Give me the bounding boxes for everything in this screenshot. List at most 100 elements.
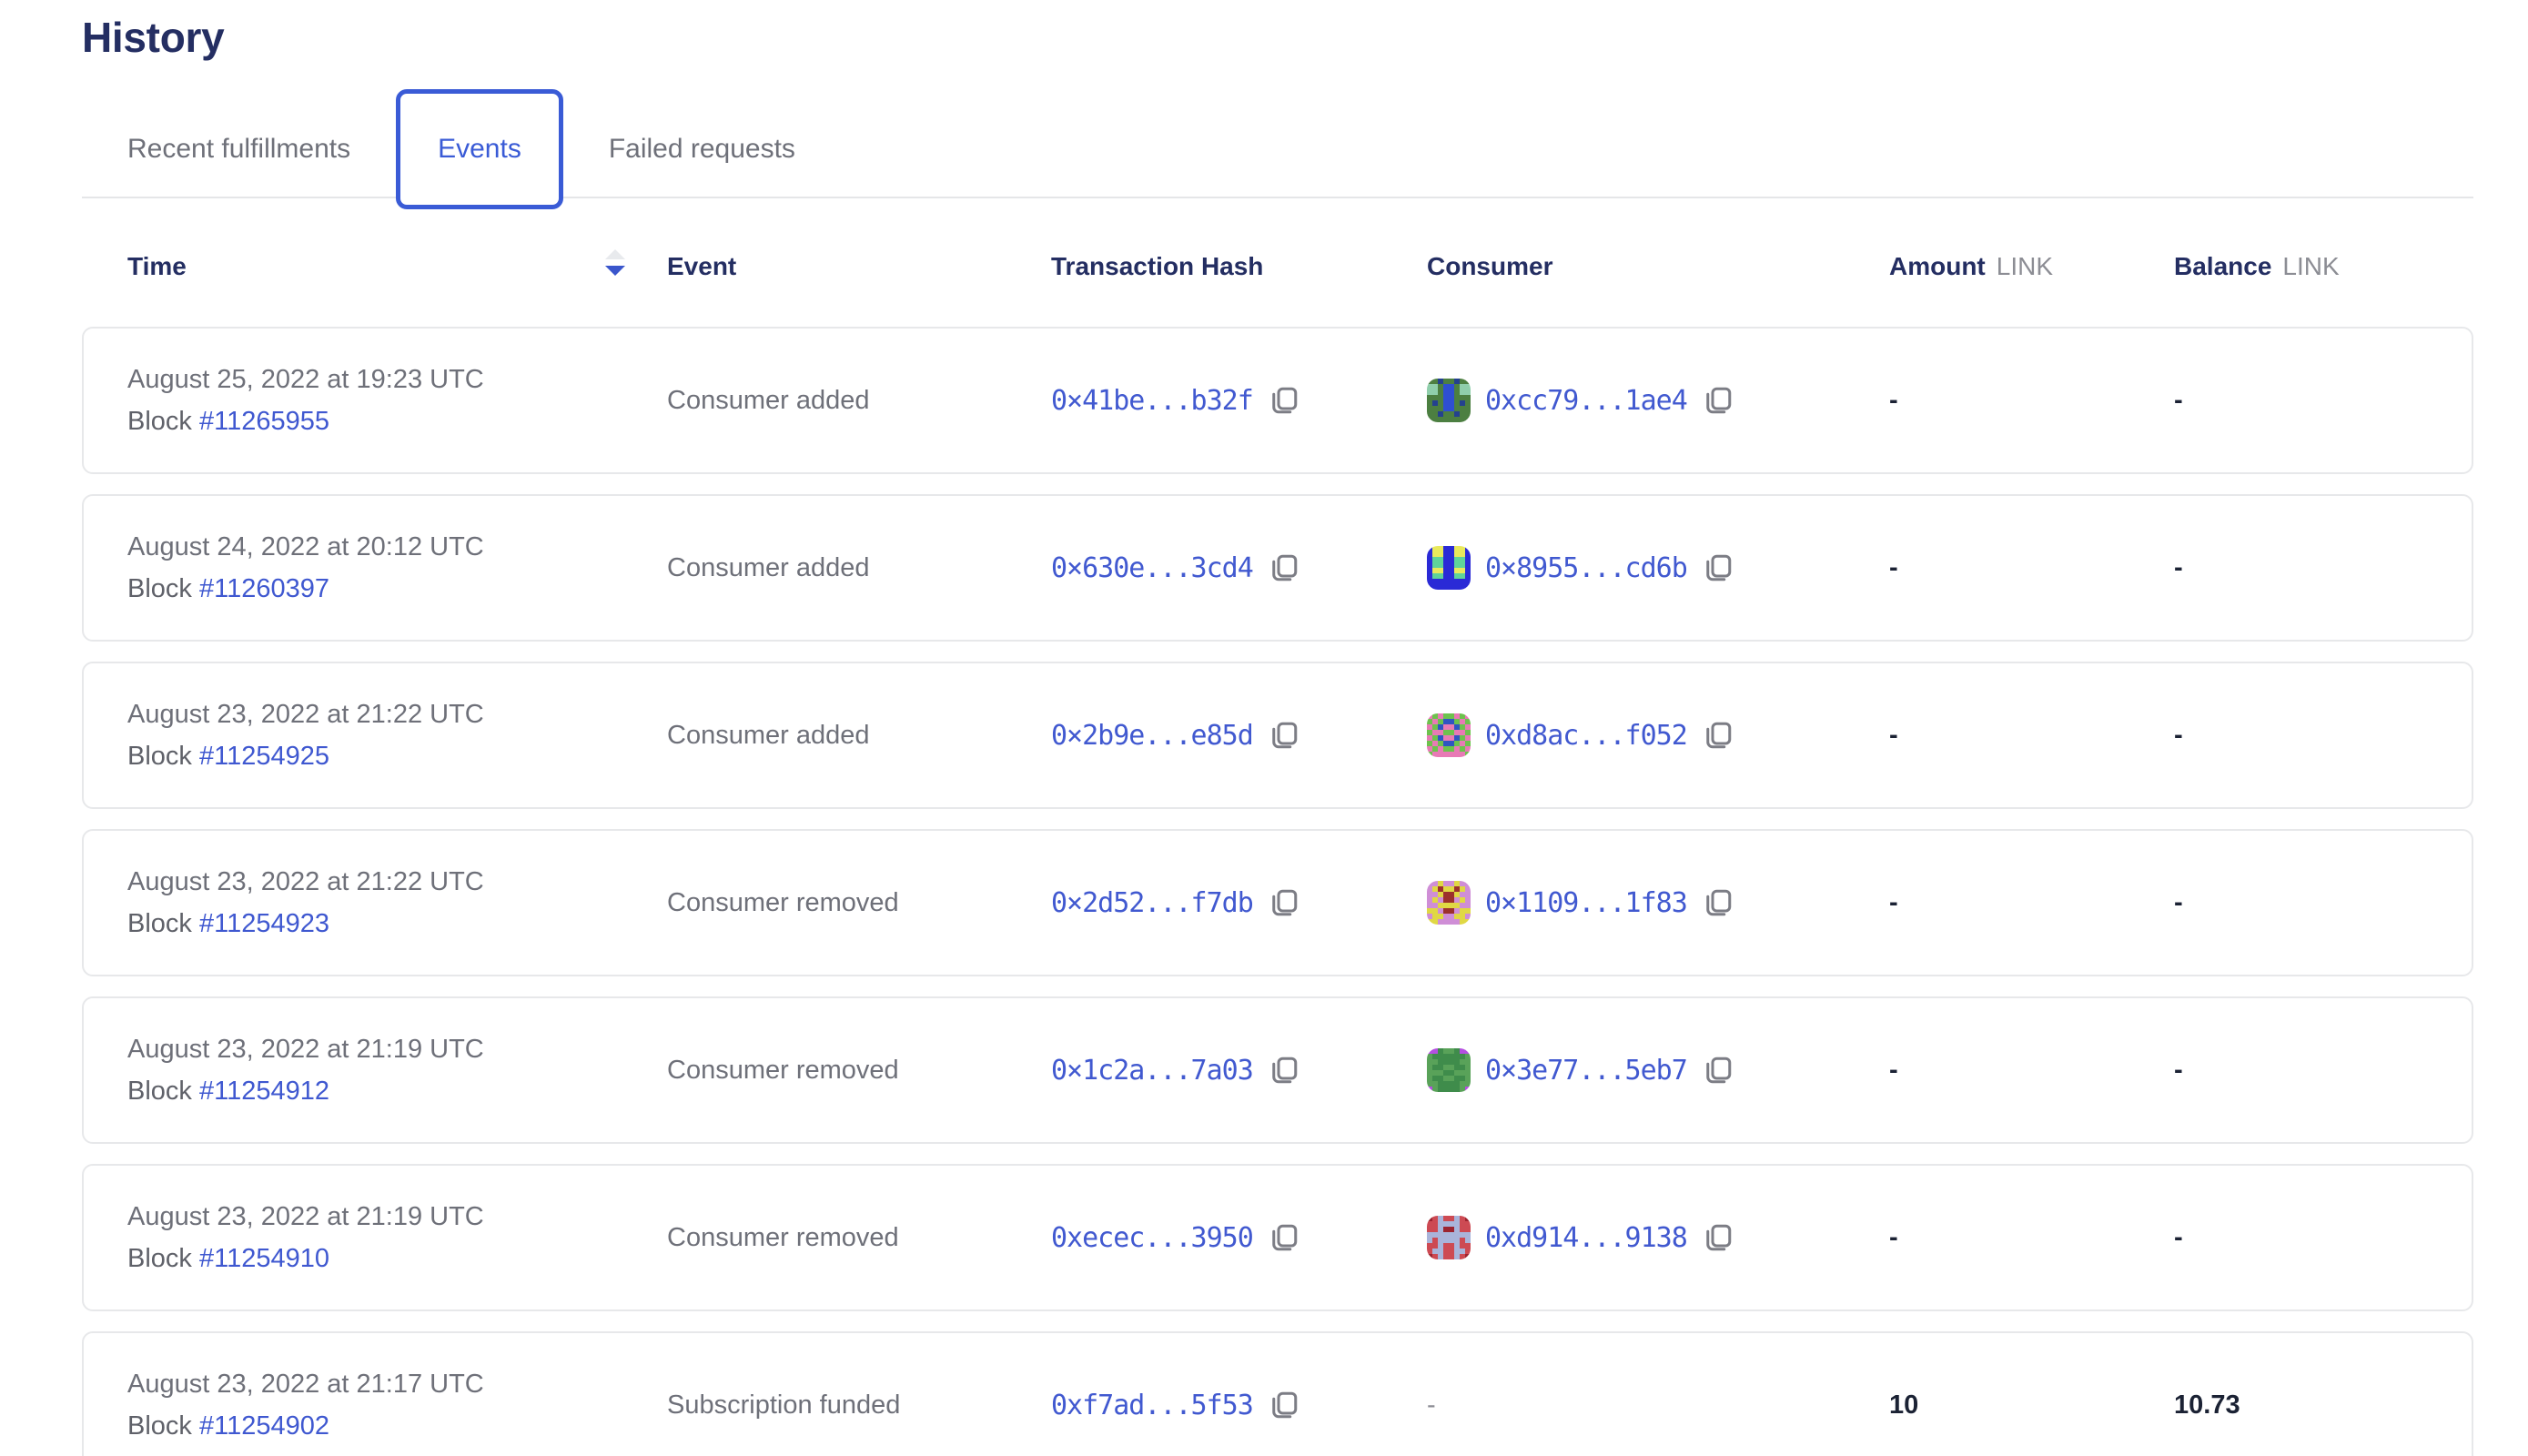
copy-consumer-address-icon[interactable]	[1702, 719, 1734, 752]
transaction-hash-cell: 0xecec...3950	[1051, 1221, 1427, 1254]
event-timestamp: August 23, 2022 at 21:19 UTC	[127, 1035, 484, 1064]
block-line: Block #11265955	[127, 406, 667, 437]
copy-transaction-hash-icon[interactable]	[1268, 384, 1300, 417]
block-number-link[interactable]: #11265955	[198, 407, 329, 436]
consumer-address-link[interactable]: 0×3e77...5eb7	[1485, 1054, 1688, 1087]
amount-value: -	[1889, 720, 1898, 750]
block-label: Block	[127, 1411, 192, 1441]
column-header-amount: Amount LINK	[1889, 251, 2054, 280]
transaction-hash-cell: 0×2b9e...e85d	[1051, 719, 1427, 752]
amount-unit-label: LINK	[1996, 251, 2054, 280]
block-number-link[interactable]: #11254902	[198, 1411, 329, 1441]
consumer-identicon	[1427, 379, 1471, 422]
copy-transaction-hash-icon[interactable]	[1268, 886, 1300, 919]
copy-consumer-address-icon[interactable]	[1702, 1054, 1734, 1087]
block-label: Block	[127, 742, 192, 771]
amount-value: -	[1889, 385, 1898, 415]
column-header-time[interactable]: Time	[127, 248, 667, 285]
consumer-address-link[interactable]: 0xd914...9138	[1485, 1221, 1688, 1254]
time-cell: August 23, 2022 at 21:17 UTC Block #1125…	[127, 1369, 667, 1441]
event-type: Consumer removed	[667, 1055, 899, 1085]
balance-unit-label: LINK	[2282, 251, 2340, 280]
time-cell: August 25, 2022 at 19:23 UTC Block #1126…	[127, 364, 667, 437]
event-timestamp: August 23, 2022 at 21:22 UTC	[127, 867, 484, 896]
block-line: Block #11254902	[127, 1410, 667, 1441]
column-header-consumer: Consumer	[1427, 251, 1553, 280]
consumer-address-link[interactable]: 0xcc79...1ae4	[1485, 384, 1688, 417]
event-row: August 23, 2022 at 21:19 UTC Block #1125…	[82, 996, 2473, 1144]
block-label: Block	[127, 574, 192, 603]
tab-recent-fulfillments[interactable]: Recent fulfillments	[127, 134, 351, 164]
event-row: August 23, 2022 at 21:22 UTC Block #1125…	[82, 662, 2473, 809]
event-row: August 25, 2022 at 19:23 UTC Block #1126…	[82, 327, 2473, 474]
transaction-hash-cell: 0×41be...b32f	[1051, 384, 1427, 417]
column-header-event: Event	[667, 251, 737, 280]
event-type: Consumer added	[667, 552, 870, 582]
consumer-cell: 0xd914...9138	[1427, 1216, 1889, 1259]
transaction-hash-link[interactable]: 0×630e...3cd4	[1051, 551, 1254, 584]
block-label: Block	[127, 909, 192, 938]
column-header-balance: Balance LINK	[2174, 251, 2340, 280]
time-cell: August 23, 2022 at 21:19 UTC Block #1125…	[127, 1201, 667, 1274]
copy-transaction-hash-icon[interactable]	[1268, 1389, 1300, 1421]
consumer-address-link[interactable]: 0×8955...cd6b	[1485, 551, 1688, 584]
transaction-hash-link[interactable]: 0×1c2a...7a03	[1051, 1054, 1254, 1087]
copy-consumer-address-icon[interactable]	[1702, 384, 1734, 417]
block-number-link[interactable]: #11254925	[198, 742, 329, 771]
tab-failed-requests[interactable]: Failed requests	[608, 134, 795, 164]
consumer-identicon	[1427, 713, 1471, 757]
balance-value: -	[2174, 385, 2183, 415]
consumer-address-link[interactable]: 0xd8ac...f052	[1485, 719, 1688, 752]
consumer-cell: 0xcc79...1ae4	[1427, 379, 1889, 422]
time-cell: August 23, 2022 at 21:22 UTC Block #1125…	[127, 699, 667, 772]
event-timestamp: August 23, 2022 at 21:17 UTC	[127, 1370, 484, 1399]
event-type: Consumer added	[667, 720, 870, 750]
event-row: August 24, 2022 at 20:12 UTC Block #1126…	[82, 494, 2473, 642]
event-row: August 23, 2022 at 21:22 UTC Block #1125…	[82, 829, 2473, 976]
transaction-hash-link[interactable]: 0×2d52...f7db	[1051, 886, 1254, 919]
tab-events[interactable]: Events	[396, 89, 563, 209]
time-cell: August 23, 2022 at 21:19 UTC Block #1125…	[127, 1034, 667, 1107]
block-label: Block	[127, 407, 192, 436]
block-number-link[interactable]: #11254910	[198, 1244, 329, 1273]
event-row: August 23, 2022 at 21:17 UTC Block #1125…	[82, 1331, 2473, 1456]
copy-consumer-address-icon[interactable]	[1702, 551, 1734, 584]
copy-consumer-address-icon[interactable]	[1702, 886, 1734, 919]
consumer-identicon	[1427, 1216, 1471, 1259]
page-title: History	[82, 14, 225, 61]
time-cell: August 23, 2022 at 21:22 UTC Block #1125…	[127, 866, 667, 939]
consumer-cell: 0×3e77...5eb7	[1427, 1048, 1889, 1092]
sort-descending-icon[interactable]	[603, 248, 627, 285]
balance-value: -	[2174, 887, 2183, 917]
transaction-hash-link[interactable]: 0xf7ad...5f53	[1051, 1389, 1254, 1421]
consumer-cell: -	[1427, 1390, 1889, 1421]
amount-value: -	[1889, 1055, 1898, 1085]
copy-transaction-hash-icon[interactable]	[1268, 1221, 1300, 1254]
copy-transaction-hash-icon[interactable]	[1268, 719, 1300, 752]
time-cell: August 24, 2022 at 20:12 UTC Block #1126…	[127, 531, 667, 604]
tab-bar-divider	[82, 197, 2473, 198]
consumer-cell: 0xd8ac...f052	[1427, 713, 1889, 757]
block-number-link[interactable]: #11254912	[198, 1077, 329, 1106]
consumer-address-link: -	[1427, 1390, 1436, 1420]
block-line: Block #11254925	[127, 741, 667, 772]
block-number-link[interactable]: #11254923	[198, 909, 329, 938]
balance-value: -	[2174, 552, 2183, 582]
transaction-hash-link[interactable]: 0×2b9e...e85d	[1051, 719, 1254, 752]
block-line: Block #11254912	[127, 1076, 667, 1107]
consumer-identicon	[1427, 1048, 1471, 1092]
consumer-address-link[interactable]: 0×1109...1f83	[1485, 886, 1688, 919]
event-rows: August 25, 2022 at 19:23 UTC Block #1126…	[82, 327, 2528, 1456]
block-number-link[interactable]: #11260397	[198, 574, 329, 603]
transaction-hash-link[interactable]: 0×41be...b32f	[1051, 384, 1254, 417]
consumer-identicon	[1427, 546, 1471, 590]
copy-consumer-address-icon[interactable]	[1702, 1221, 1734, 1254]
copy-transaction-hash-icon[interactable]	[1268, 551, 1300, 584]
balance-value: -	[2174, 1055, 2183, 1085]
copy-transaction-hash-icon[interactable]	[1268, 1054, 1300, 1087]
transaction-hash-cell: 0×2d52...f7db	[1051, 886, 1427, 919]
block-label: Block	[127, 1244, 192, 1273]
transaction-hash-link[interactable]: 0xecec...3950	[1051, 1221, 1254, 1254]
consumer-cell: 0×1109...1f83	[1427, 881, 1889, 925]
